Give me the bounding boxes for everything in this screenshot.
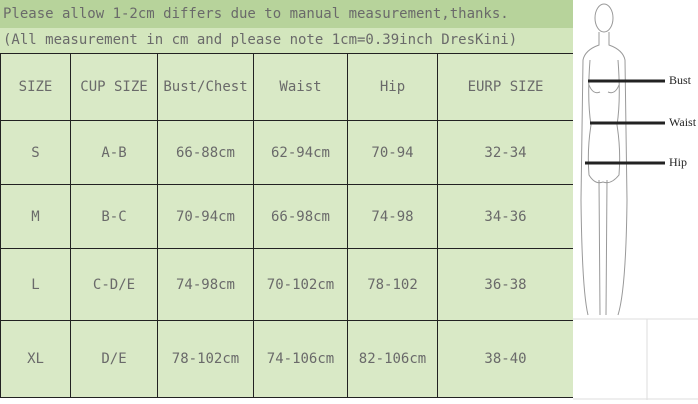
cell: 66-88cm — [157, 120, 254, 185]
table-row: S A-B 66-88cm 62-94cm 70-94 32-34 — [0, 120, 574, 185]
header-bust: Bust/Chest — [157, 53, 254, 121]
header-row: SIZE CUP SIZE Bust/Chest Waist Hip EURP … — [0, 53, 574, 121]
body-measurement-figure: Bust Waist Hip — [573, 0, 698, 400]
cell: 74-98 — [347, 184, 438, 249]
cell: 78-102 — [347, 248, 438, 321]
size-chart-table: SIZE CUP SIZE Bust/Chest Waist Hip EURP … — [0, 53, 574, 398]
cell: 70-94 — [347, 120, 438, 185]
header-hip: Hip — [347, 53, 438, 121]
cell: 74-106cm — [253, 320, 348, 398]
cell: 78-102cm — [157, 320, 254, 398]
cell: 32-34 — [437, 120, 574, 185]
header-eurp-size: EURP SIZE — [437, 53, 574, 121]
body-outline-icon — [573, 3, 698, 400]
header-cup-size: CUP SIZE — [70, 53, 158, 121]
cell: 70-94cm — [157, 184, 254, 249]
cell: 74-98cm — [157, 248, 254, 321]
measurement-note: Please allow 1-2cm differs due to manual… — [0, 0, 573, 28]
header-size: SIZE — [0, 53, 71, 121]
header-waist: Waist — [253, 53, 348, 121]
waist-label: Waist — [669, 115, 697, 129]
cell: D/E — [70, 320, 158, 398]
table-row: M B-C 70-94cm 66-98cm 74-98 34-36 — [0, 184, 574, 249]
bust-label: Bust — [669, 73, 692, 87]
cell: A-B — [70, 120, 158, 185]
cell: M — [0, 184, 71, 249]
cell: B-C — [70, 184, 158, 249]
cell: 82-106cm — [347, 320, 438, 398]
unit-note: (All measurement in cm and please note 1… — [0, 28, 573, 53]
cell: C-D/E — [70, 248, 158, 321]
cell: L — [0, 248, 71, 321]
hip-label: Hip — [669, 155, 687, 169]
table-row: L C-D/E 74-98cm 70-102cm 78-102 36-38 — [0, 248, 574, 321]
cell: 36-38 — [437, 248, 574, 321]
cell: 38-40 — [437, 320, 574, 398]
cell: 62-94cm — [253, 120, 348, 185]
cell: S — [0, 120, 71, 185]
table-row: XL D/E 78-102cm 74-106cm 82-106cm 38-40 — [0, 320, 574, 398]
cell: XL — [0, 320, 71, 398]
cell: 34-36 — [437, 184, 574, 249]
cell: 70-102cm — [253, 248, 348, 321]
cell: 66-98cm — [253, 184, 348, 249]
